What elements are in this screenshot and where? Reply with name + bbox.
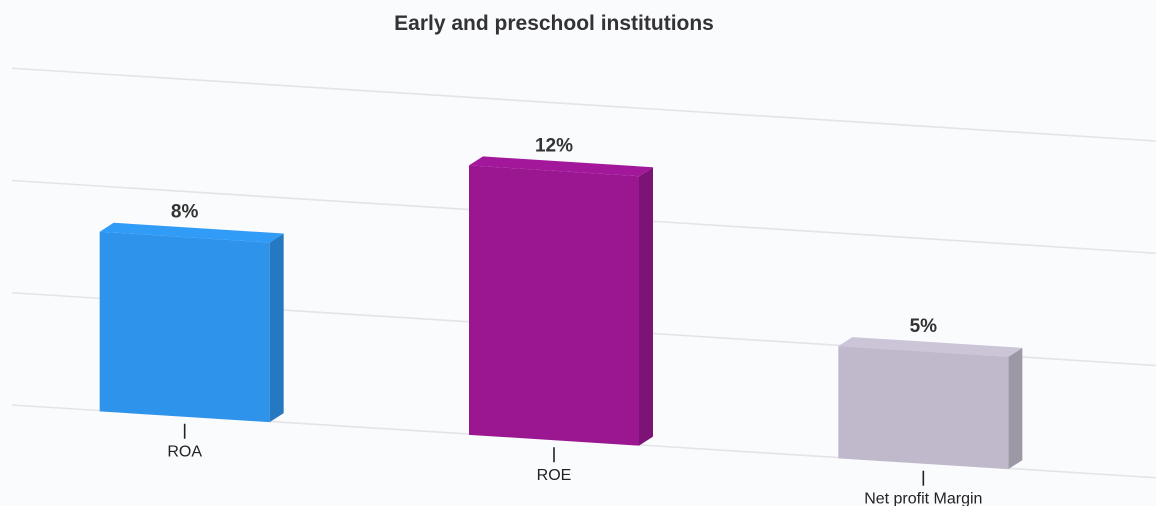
gridline [11,67,1156,142]
bar [469,165,639,446]
value-label: 12% [535,135,573,156]
x-tick-label: ROE [537,467,572,484]
bar [99,231,270,423]
x-tick-label: Net profit Margin [864,491,982,506]
bar-side [1008,347,1023,470]
bar-top [99,222,284,243]
chart-title: Early and preschool institutions [394,12,714,35]
bar-side [269,233,284,423]
bar-top [469,156,653,177]
value-label: 5% [910,316,938,337]
bar-side [639,167,653,446]
bar [838,346,1009,470]
x-tick-label: ROA [167,444,202,461]
value-label: 8% [171,202,199,223]
bar-top [838,337,1023,357]
